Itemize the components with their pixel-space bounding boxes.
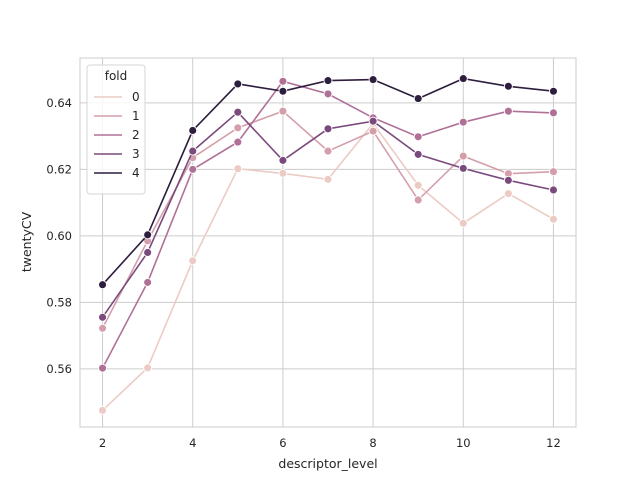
data-point	[503, 175, 513, 185]
data-point	[143, 277, 153, 287]
data-point	[278, 86, 288, 96]
data-point	[323, 89, 333, 99]
data-point	[458, 218, 468, 228]
x-tick-label: 12	[546, 436, 561, 450]
y-tick-label: 0.56	[46, 362, 72, 376]
x-tick-label: 6	[279, 436, 286, 450]
legend-item-3: 3	[94, 147, 140, 161]
y-tick-label: 0.64	[46, 96, 72, 110]
y-axis-title: twentyCV	[19, 211, 34, 272]
legend-label: 2	[132, 128, 140, 142]
data-point	[549, 86, 558, 96]
legend-label: 0	[132, 90, 140, 104]
data-point	[233, 164, 243, 174]
data-point	[503, 189, 513, 199]
data-point	[413, 180, 423, 190]
data-point	[98, 312, 107, 322]
data-point	[323, 146, 333, 156]
x-tick-label: 2	[99, 436, 106, 450]
data-point	[458, 117, 468, 127]
legend-label: 3	[132, 147, 140, 161]
data-point	[233, 137, 243, 147]
ticks: 2 4 6 8 10 120.560.580.600.620.64	[46, 96, 560, 450]
legend-label: 1	[132, 109, 140, 123]
series-4	[98, 74, 558, 290]
data-point	[458, 74, 468, 84]
data-point	[323, 76, 333, 86]
data-point	[413, 149, 423, 159]
x-axis-title: descriptor_level	[278, 456, 377, 471]
data-point	[98, 363, 107, 373]
data-point	[278, 106, 288, 116]
data-point	[413, 94, 423, 104]
data-point	[233, 79, 243, 89]
data-point	[233, 123, 243, 133]
data-point	[188, 146, 198, 156]
data-point	[503, 81, 513, 91]
data-point	[413, 195, 423, 205]
data-point	[143, 230, 153, 240]
data-point	[278, 76, 288, 86]
data-point	[549, 214, 558, 224]
data-point	[323, 174, 333, 184]
x-tick-label: 10	[456, 436, 471, 450]
legend-item-2: 2	[94, 128, 140, 142]
data-point	[143, 248, 153, 257]
legend-label: 4	[132, 166, 140, 180]
data-point	[549, 185, 558, 195]
data-point	[188, 164, 198, 174]
data-point	[413, 132, 423, 142]
data-point	[323, 124, 333, 134]
data-point	[278, 168, 288, 178]
data-point	[278, 155, 288, 165]
data-point	[98, 323, 107, 333]
data-point	[368, 116, 378, 126]
x-tick-label: 8	[369, 436, 376, 450]
data-point	[549, 108, 558, 118]
series-layer	[98, 74, 558, 415]
legend-item-0: 0	[94, 90, 140, 104]
legend-item-1: 1	[94, 109, 140, 123]
data-point	[368, 126, 378, 136]
data-point	[233, 107, 243, 117]
y-tick-label: 0.60	[46, 229, 72, 243]
data-point	[98, 280, 107, 290]
data-point	[188, 126, 198, 135]
data-point	[98, 405, 107, 415]
data-point	[143, 363, 153, 373]
series-2	[98, 76, 558, 373]
y-tick-label: 0.62	[46, 162, 72, 176]
x-tick-label: 4	[189, 436, 196, 450]
legend-title: fold	[105, 69, 128, 83]
legend-item-4: 4	[94, 166, 140, 180]
data-point	[458, 151, 468, 161]
data-point	[503, 106, 513, 116]
data-point	[458, 163, 468, 173]
legend: fold 0 1 2 3 4	[86, 64, 146, 195]
series-3	[98, 107, 558, 322]
data-point	[549, 167, 558, 177]
data-point	[368, 75, 378, 85]
y-tick-label: 0.58	[46, 295, 72, 309]
series-0	[98, 119, 558, 415]
data-point	[188, 256, 198, 266]
